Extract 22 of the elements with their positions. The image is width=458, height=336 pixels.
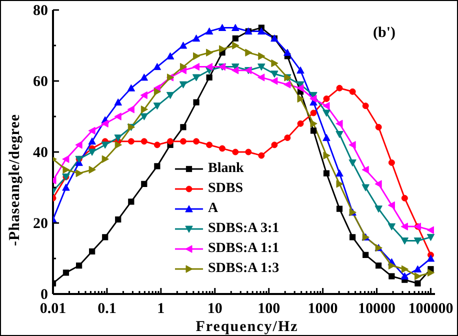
x-tick-label: 100 — [258, 301, 280, 317]
x-tick-label: 0.1 — [98, 301, 116, 317]
x-tick-label: 0.01 — [40, 301, 66, 317]
y-tick-label: 40 — [33, 145, 48, 161]
y-axis-title: -Phaseangle/degree — [7, 114, 23, 246]
y-tick-label: 20 — [33, 216, 48, 232]
legend-label: SDBS — [208, 181, 244, 196]
x-tick-label: 10000 — [358, 301, 396, 317]
x-tick-label: 1 — [157, 301, 165, 317]
x-tick-label: 1000 — [308, 301, 338, 317]
legend-label: Blank — [208, 161, 244, 176]
y-tick-label: 0 — [40, 287, 48, 303]
legend-label: SDBS:A 1:3 — [208, 261, 280, 276]
legend-label: A — [208, 201, 218, 216]
x-tick-label: 100000 — [408, 301, 454, 317]
x-tick-label: 10 — [207, 301, 222, 317]
annotation: (b') — [373, 25, 396, 41]
legend-label: SDBS:A 3:1 — [208, 221, 280, 236]
y-tick-label: 80 — [33, 3, 48, 19]
legend-label: SDBS:A 1:1 — [208, 241, 280, 256]
x-axis-title: Frequency/Hz — [196, 319, 298, 335]
y-tick-label: 60 — [33, 74, 48, 90]
